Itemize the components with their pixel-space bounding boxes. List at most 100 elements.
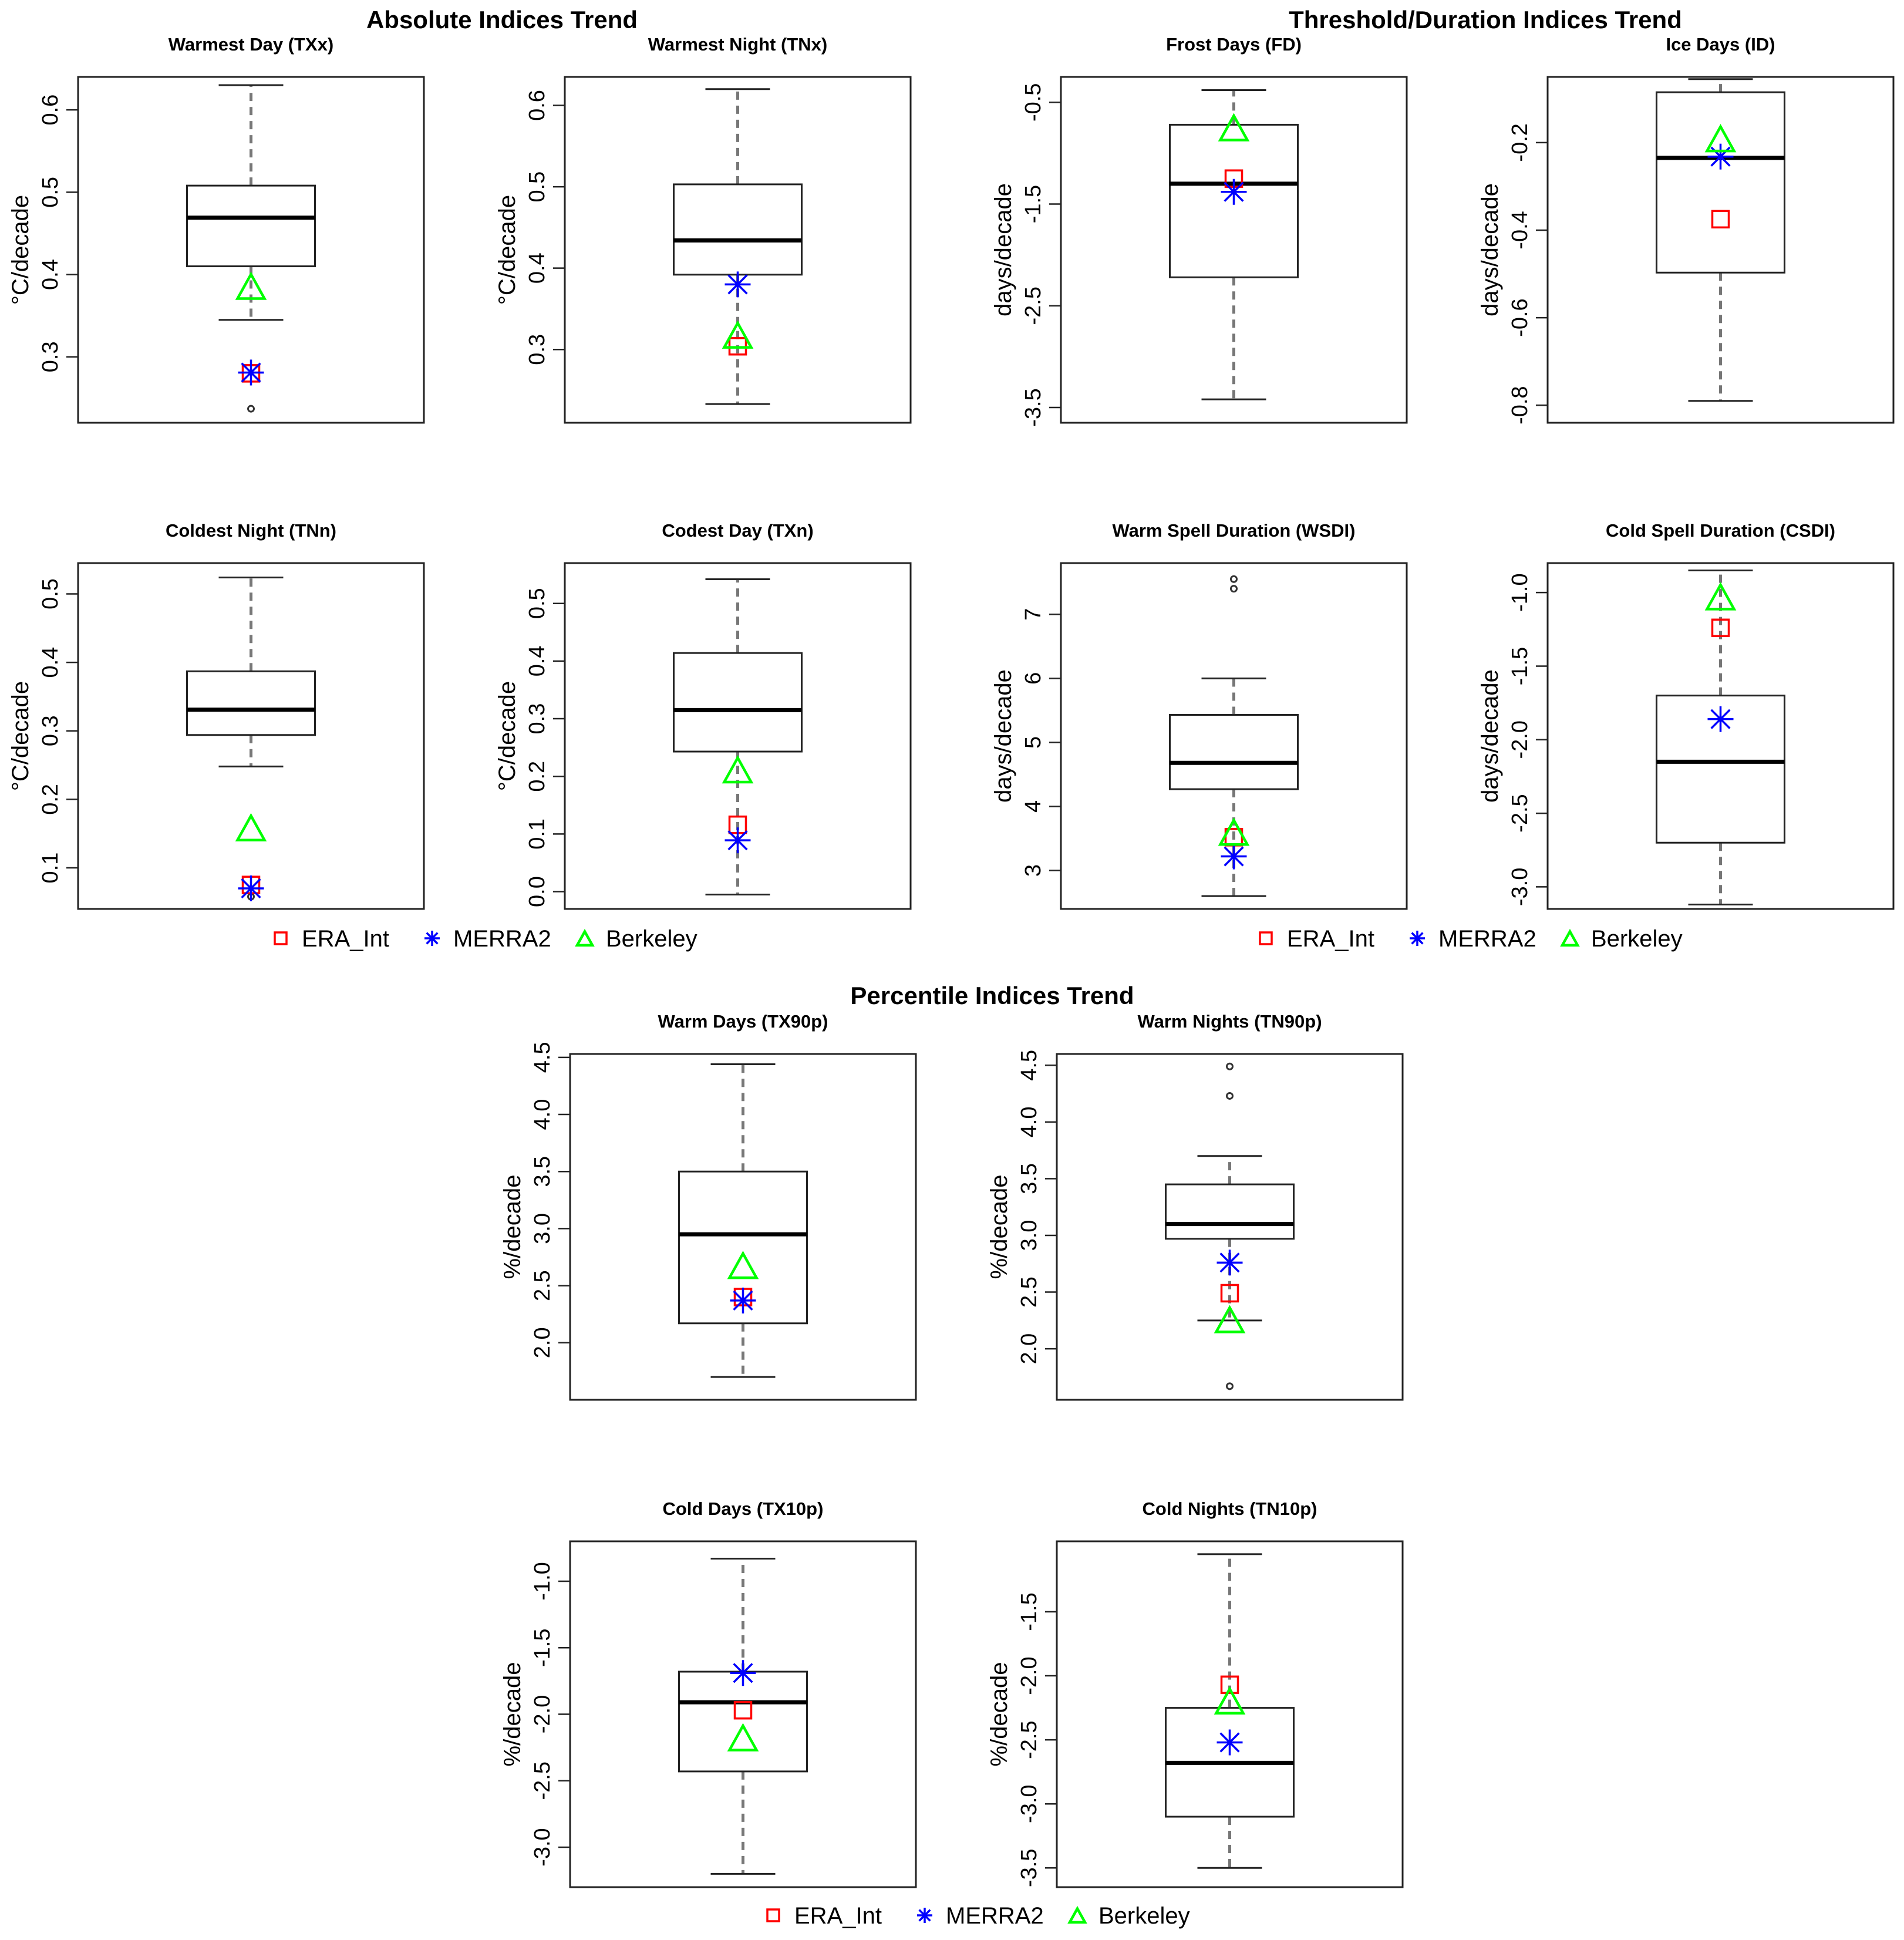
y-tick-label-fd-3: -0.5 xyxy=(1021,83,1046,122)
y-axis-label-tn90p: %/decade xyxy=(986,1175,1012,1279)
marker-era-int-tn90p xyxy=(1220,1284,1239,1303)
section-title-percentile: Percentile Indices Trend xyxy=(850,982,1134,1009)
marker-berkeley-id xyxy=(1704,124,1737,153)
marker-merra2-tnn-stroke-d2 xyxy=(241,878,261,899)
legend-right-berkeley-icon xyxy=(1560,928,1580,947)
legend-left-merra2-label: MERRA2 xyxy=(453,926,551,952)
marker-merra2-tn90p-stroke-d2 xyxy=(1219,1252,1240,1273)
box-iqr-tx90p xyxy=(678,1170,808,1325)
y-tick-label-txn-5: 0.5 xyxy=(525,588,550,619)
box-iqr-tn90p xyxy=(1165,1183,1295,1240)
y-axis-label-fd: days/decade xyxy=(990,183,1016,316)
marker-berkeley-wsdi xyxy=(1218,817,1250,846)
marker-merra2-tx10p-stroke-d2 xyxy=(733,1663,753,1683)
marker-merra2-tn90p xyxy=(1216,1249,1243,1276)
marker-merra2-tn10p xyxy=(1216,1729,1243,1756)
box-iqr-tnn xyxy=(186,670,316,736)
legend-bottom-berkeley-label: Berkeley xyxy=(1098,1903,1190,1929)
legend-right-berkeley-label: Berkeley xyxy=(1591,926,1683,952)
marker-era-int-tn10p xyxy=(1220,1675,1239,1695)
y-axis-label-tnn: °C/decade xyxy=(8,681,33,791)
legend-right-era-int-label: ERA_Int xyxy=(1287,926,1374,952)
y-tick-label-tnn-0: 0.1 xyxy=(38,853,63,884)
y-tick-label-id-1: -0.6 xyxy=(1508,298,1532,336)
y-tick-label-tx90p-3: 3.5 xyxy=(530,1156,555,1187)
chart-panel-wsdi: Warm Spell Duration (WSDI) 3 4 5 6 7 days/deca… xyxy=(990,520,1408,910)
legend-left-merra2-icon-stroke-d2 xyxy=(426,932,439,945)
y-tick-label-tnn-3: 0.4 xyxy=(38,647,63,678)
y-tick-label-tnn-4: 0.5 xyxy=(38,578,63,609)
y-tick-label-tnn-2: 0.3 xyxy=(38,715,63,746)
legend-bottom-berkeley-icon xyxy=(1067,1905,1087,1924)
y-axis-label-wsdi: days/decade xyxy=(990,669,1016,803)
marker-merra2-tx90p xyxy=(730,1287,756,1313)
y-tick-label-tx10p-1: -2.5 xyxy=(530,1762,555,1800)
y-tick-label-txn-4: 0.4 xyxy=(525,645,550,676)
marker-berkeley-txn xyxy=(722,755,754,784)
chart-title-tnn: Coldest Night (TNn) xyxy=(166,520,336,541)
y-tick-label-csdi-3: -1.5 xyxy=(1508,647,1532,685)
chart-title-wsdi: Warm Spell Duration (WSDI) xyxy=(1113,520,1356,541)
marker-merra2-txx xyxy=(238,359,264,386)
marker-merra2-txn xyxy=(724,827,751,854)
marker-merra2-txn-stroke-d2 xyxy=(727,830,748,851)
y-tick-label-tnx-2: 0.5 xyxy=(525,171,550,203)
y-tick-label-tx90p-4: 4.0 xyxy=(530,1099,555,1130)
y-tick-label-txn-3: 0.3 xyxy=(525,703,550,735)
y-tick-label-tx90p-5: 4.5 xyxy=(530,1042,555,1073)
outlier-point-tn90p-0 xyxy=(1226,1382,1234,1390)
marker-berkeley-tx10p xyxy=(727,1723,759,1752)
marker-era-int-id xyxy=(1711,210,1730,229)
section-title-threshold: Threshold/Duration Indices Trend xyxy=(1289,6,1682,33)
y-tick-label-csdi-4: -1.0 xyxy=(1508,573,1532,611)
y-axis-label-tn10p: %/decade xyxy=(986,1662,1012,1767)
y-tick-label-fd-2: -1.5 xyxy=(1021,185,1046,223)
y-tick-label-fd-1: -2.5 xyxy=(1021,287,1046,325)
chart-panel-txn: Codest Day (TXn) 0.0 0.1 0.2 0.3 0.4 0.5 °C/dec… xyxy=(494,520,912,910)
box-iqr-tnx xyxy=(673,183,803,276)
y-axis-label-tx90p: %/decade xyxy=(500,1175,525,1279)
marker-berkeley-tnx xyxy=(722,320,754,349)
y-tick-label-csdi-2: -2.0 xyxy=(1508,720,1532,759)
y-axis-label-txx: °C/decade xyxy=(8,195,33,305)
marker-merra2-wsdi xyxy=(1221,843,1247,870)
y-tick-label-tn10p-0: -3.5 xyxy=(1017,1849,1042,1887)
y-axis-label-id: days/decade xyxy=(1477,183,1503,316)
y-tick-label-tn10p-2: -2.5 xyxy=(1017,1720,1042,1759)
marker-merra2-tn10p-stroke-d2 xyxy=(1219,1732,1240,1753)
marker-merra2-csdi-stroke-d2 xyxy=(1710,709,1731,729)
y-tick-label-tx90p-1: 2.5 xyxy=(530,1270,555,1301)
chart-title-fd: Frost Days (FD) xyxy=(1166,34,1302,55)
marker-merra2-tx90p-stroke-d2 xyxy=(733,1290,753,1311)
marker-merra2-tx10p xyxy=(730,1660,756,1686)
y-tick-label-tn10p-3: -2.0 xyxy=(1017,1656,1042,1695)
marker-merra2-txx-stroke-d2 xyxy=(241,362,261,383)
marker-merra2-csdi xyxy=(1707,706,1734,732)
legend-left-era-int-icon xyxy=(274,931,288,945)
marker-merra2-tnn xyxy=(238,875,264,902)
y-tick-label-txx-3: 0.6 xyxy=(38,95,63,126)
y-axis-label-txn: °C/decade xyxy=(494,681,520,791)
y-tick-label-tn90p-4: 4.0 xyxy=(1017,1106,1042,1137)
outlier-point-tn90p-1 xyxy=(1226,1092,1234,1100)
marker-berkeley-tx90p xyxy=(727,1251,759,1279)
y-tick-label-wsdi-3: 6 xyxy=(1021,672,1046,685)
y-tick-label-tnx-1: 0.4 xyxy=(525,252,550,284)
legend-bottom-merra2-icon xyxy=(917,1908,932,1923)
y-tick-label-tn90p-2: 3.0 xyxy=(1017,1220,1042,1251)
marker-merra2-tnx xyxy=(724,271,751,298)
y-axis-label-tnx: °C/decade xyxy=(494,195,520,305)
y-tick-label-wsdi-1: 4 xyxy=(1021,800,1046,813)
box-iqr-id xyxy=(1656,91,1785,274)
chart-panel-tnx: Warmest Night (TNx) 0.3 0.4 0.5 0.6 °C/decade xyxy=(494,34,912,424)
y-tick-label-tn10p-4: -1.5 xyxy=(1017,1592,1042,1631)
outlier-point-wsdi-0 xyxy=(1230,585,1238,593)
chart-title-csdi: Cold Spell Duration (CSDI) xyxy=(1606,520,1835,541)
y-tick-label-id-3: -0.2 xyxy=(1508,123,1532,161)
y-tick-label-tn90p-5: 4.5 xyxy=(1017,1050,1042,1081)
chart-title-id: Ice Days (ID) xyxy=(1666,34,1775,55)
chart-title-tn10p: Cold Nights (TN10p) xyxy=(1143,1498,1317,1519)
